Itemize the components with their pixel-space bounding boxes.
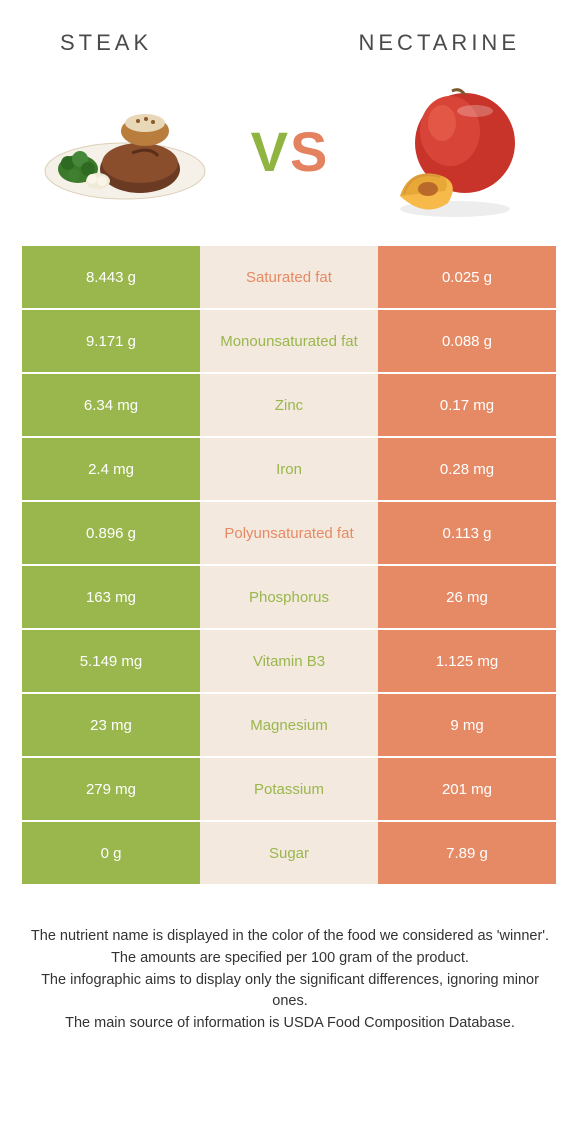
vs-v-letter: V — [251, 120, 290, 183]
table-row: 6.34 mgZinc0.17 mg — [22, 374, 558, 438]
left-value: 2.4 mg — [22, 438, 200, 500]
header-row: Steak Nectarine — [0, 0, 580, 66]
right-value: 26 mg — [378, 566, 556, 628]
left-value: 6.34 mg — [22, 374, 200, 436]
left-value: 23 mg — [22, 694, 200, 756]
nutrient-label: Magnesium — [200, 694, 378, 756]
nutrient-label: Potassium — [200, 758, 378, 820]
right-value: 7.89 g — [378, 822, 556, 884]
left-value: 5.149 mg — [22, 630, 200, 692]
nutrient-label: Sugar — [200, 822, 378, 884]
nutrient-label: Vitamin B3 — [200, 630, 378, 692]
left-value: 163 mg — [22, 566, 200, 628]
footer-line: The nutrient name is displayed in the co… — [30, 926, 550, 948]
nutrient-label: Polyunsaturated fat — [200, 502, 378, 564]
left-value: 9.171 g — [22, 310, 200, 372]
right-value: 201 mg — [378, 758, 556, 820]
table-row: 5.149 mgVitamin B31.125 mg — [22, 630, 558, 694]
nutrient-label: Saturated fat — [200, 246, 378, 308]
left-value: 279 mg — [22, 758, 200, 820]
left-food-title: Steak — [60, 30, 152, 56]
left-value: 8.443 g — [22, 246, 200, 308]
footer-line: The main source of information is USDA F… — [30, 1013, 550, 1035]
left-value: 0 g — [22, 822, 200, 884]
right-value: 0.025 g — [378, 246, 556, 308]
nutrient-label: Iron — [200, 438, 378, 500]
right-value: 1.125 mg — [378, 630, 556, 692]
comparison-table: 8.443 gSaturated fat0.025 g9.171 gMonoun… — [22, 246, 558, 886]
images-row: VS — [0, 66, 580, 246]
right-value: 0.088 g — [378, 310, 556, 372]
steak-image — [40, 81, 210, 221]
table-row: 2.4 mgIron0.28 mg — [22, 438, 558, 502]
table-row: 279 mgPotassium201 mg — [22, 758, 558, 822]
footer-notes: The nutrient name is displayed in the co… — [30, 926, 550, 1035]
right-value: 9 mg — [378, 694, 556, 756]
vs-label: VS — [251, 119, 330, 184]
footer-line: The infographic aims to display only the… — [30, 970, 550, 1014]
nutrient-label: Zinc — [200, 374, 378, 436]
table-row: 163 mgPhosphorus26 mg — [22, 566, 558, 630]
table-row: 9.171 gMonounsaturated fat0.088 g — [22, 310, 558, 374]
table-row: 0.896 gPolyunsaturated fat0.113 g — [22, 502, 558, 566]
right-value: 0.28 mg — [378, 438, 556, 500]
table-row: 0 gSugar7.89 g — [22, 822, 558, 886]
left-value: 0.896 g — [22, 502, 200, 564]
nutrient-label: Monounsaturated fat — [200, 310, 378, 372]
vs-s-letter: S — [290, 120, 329, 183]
table-row: 8.443 gSaturated fat0.025 g — [22, 246, 558, 310]
footer-line: The amounts are specified per 100 gram o… — [30, 948, 550, 970]
right-value: 0.17 mg — [378, 374, 556, 436]
right-value: 0.113 g — [378, 502, 556, 564]
right-food-title: Nectarine — [359, 30, 521, 56]
nutrient-label: Phosphorus — [200, 566, 378, 628]
nectarine-image — [370, 81, 540, 221]
table-row: 23 mgMagnesium9 mg — [22, 694, 558, 758]
